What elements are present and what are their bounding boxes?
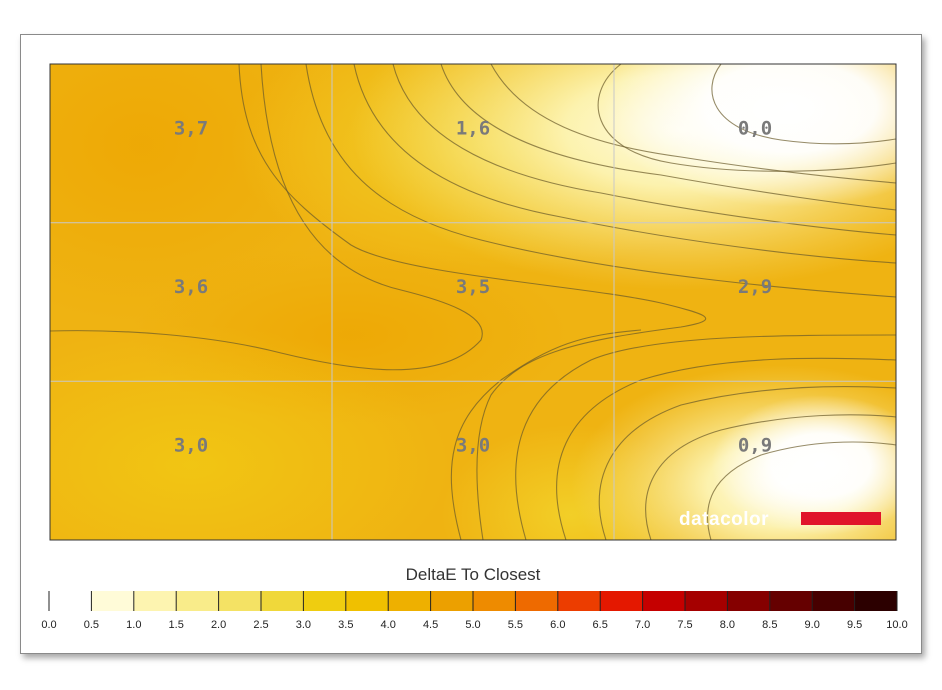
colorbar-tick-label: 6.5 xyxy=(593,619,608,631)
colorbar-segment xyxy=(430,591,474,611)
colorbar-segment xyxy=(218,591,262,611)
cell-labels: 3,7 1,6 0,0 3,6 3,5 2,9 3,0 3,0 0,9 xyxy=(174,117,772,456)
colorbar-tick-label: 1.0 xyxy=(126,619,141,631)
colorbar-tick-label: 6.0 xyxy=(550,619,565,631)
colorbar-tick-label: 3.5 xyxy=(338,619,353,631)
colorbar-tick-label: 9.0 xyxy=(805,619,820,631)
colorbar-tick-label: 5.5 xyxy=(508,619,523,631)
grid-lines xyxy=(50,64,896,540)
logo-accent-bar xyxy=(801,512,881,525)
plot-border xyxy=(49,63,897,541)
colorbar-segment xyxy=(261,591,304,611)
colorbar-tick-label: 3.0 xyxy=(296,619,311,631)
colorbar-segment xyxy=(642,591,686,611)
cell-label-r1-c2: 2,9 xyxy=(738,276,772,298)
colorbar-tick-label: 0.5 xyxy=(84,619,99,631)
chart-frame: 3,7 1,6 0,0 3,6 3,5 2,9 3,0 3,0 0,9 datacolor De… xyxy=(20,34,922,654)
colorbar-tick-label: 2.0 xyxy=(211,619,226,631)
colorbar-tick-label: 10.0 xyxy=(886,619,907,631)
colorbar-segment xyxy=(515,591,559,611)
colorbar-tick-label: 9.5 xyxy=(847,619,862,631)
contour-lines xyxy=(50,64,896,540)
colorbar-segment xyxy=(812,591,856,611)
colorbar-segment xyxy=(600,591,644,611)
colorbar-segment xyxy=(49,591,92,611)
colorbar-segment xyxy=(133,591,177,611)
colorbar-segment xyxy=(769,591,813,611)
colorbar-tick-label: 1.5 xyxy=(169,619,184,631)
colorbar-tick-label: 7.5 xyxy=(677,619,692,631)
cell-label-r2-c1: 3,0 xyxy=(456,435,490,457)
logo-text: datacolor xyxy=(679,509,769,530)
colorbar-tick-label: 4.5 xyxy=(423,619,438,631)
colorbar-tick-label: 8.0 xyxy=(720,619,735,631)
cell-label-r0-c0: 3,7 xyxy=(174,117,208,139)
colorbar-tick-label: 2.5 xyxy=(253,619,268,631)
cell-label-r1-c0: 3,6 xyxy=(174,276,208,298)
colorbar-segment xyxy=(854,591,898,611)
colorbar: 0.0 0.5 1.0 1.5 2.0 2.5 3.0 3.5 4.0 4.5 5.0 5.5 6.0 6… xyxy=(41,591,908,631)
cell-label-r1-c1: 3,5 xyxy=(456,276,490,298)
colorbar-tick-label: 8.5 xyxy=(762,619,777,631)
colorbar-segment xyxy=(557,591,601,611)
heatmap-surface xyxy=(50,64,896,540)
colorbar-segment xyxy=(388,591,432,611)
colorbar-tick-label: 7.0 xyxy=(635,619,650,631)
heatmap-chart: 3,7 1,6 0,0 3,6 3,5 2,9 3,0 3,0 0,9 datacolor De… xyxy=(41,63,908,631)
colorbar-tick-label: 0.0 xyxy=(41,619,56,631)
colorbar-segment xyxy=(473,591,516,611)
cell-label-r0-c2: 0,0 xyxy=(738,117,772,139)
colorbar-segment xyxy=(303,591,347,611)
colorbar-segment xyxy=(685,591,728,611)
colorbar-segment xyxy=(345,591,389,611)
cell-label-r0-c1: 1,6 xyxy=(456,117,490,139)
colorbar-tick-label: 4.0 xyxy=(381,619,396,631)
colorbar-segment xyxy=(727,591,771,611)
datacolor-logo: datacolor xyxy=(679,509,881,530)
colorbar-segment xyxy=(176,591,220,611)
cell-label-r2-c0: 3,0 xyxy=(174,435,208,457)
colorbar-segment xyxy=(91,591,135,611)
cell-label-r2-c2: 0,9 xyxy=(738,435,772,457)
colorbar-tick-label: 5.0 xyxy=(465,619,480,631)
colorbar-title: DeltaE To Closest xyxy=(406,565,541,584)
